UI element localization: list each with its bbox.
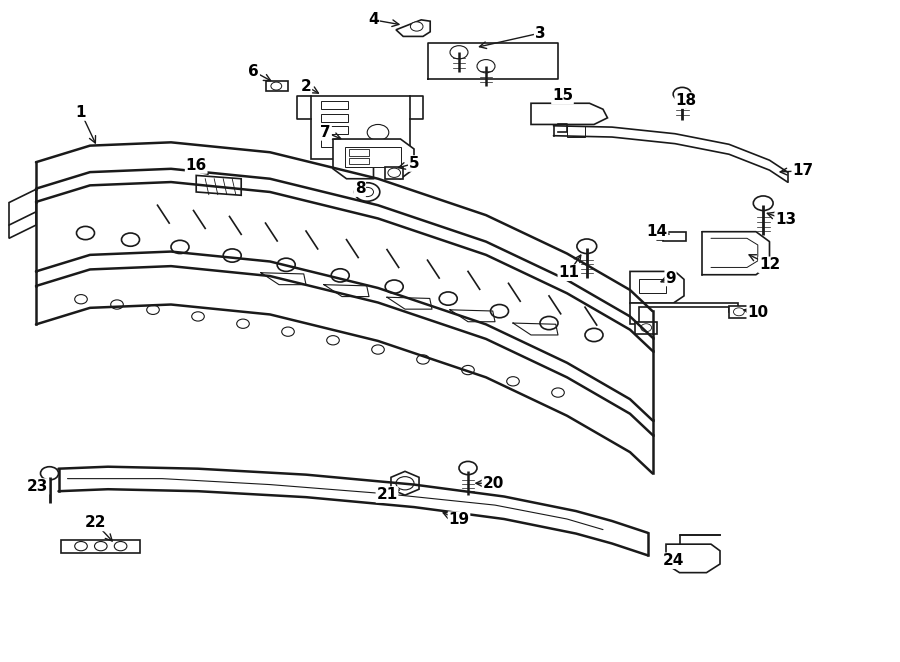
Text: 22: 22 <box>85 516 106 530</box>
Circle shape <box>491 305 508 318</box>
Circle shape <box>75 542 87 551</box>
Circle shape <box>734 308 744 316</box>
Circle shape <box>450 46 468 59</box>
Polygon shape <box>310 96 410 159</box>
Text: 24: 24 <box>662 553 684 568</box>
Circle shape <box>111 300 123 309</box>
Text: 12: 12 <box>759 258 780 272</box>
Circle shape <box>552 388 564 397</box>
Circle shape <box>76 226 94 240</box>
Polygon shape <box>666 544 720 573</box>
Text: 16: 16 <box>185 158 207 173</box>
Text: 23: 23 <box>27 479 49 494</box>
Circle shape <box>277 258 295 271</box>
Text: 20: 20 <box>482 476 504 491</box>
Circle shape <box>147 305 159 314</box>
Polygon shape <box>630 271 684 303</box>
Circle shape <box>459 461 477 475</box>
Text: 2: 2 <box>301 79 311 93</box>
Polygon shape <box>391 471 419 495</box>
Text: 18: 18 <box>675 93 697 108</box>
FancyBboxPatch shape <box>729 306 749 318</box>
Text: 19: 19 <box>448 512 470 527</box>
Text: 10: 10 <box>747 305 769 320</box>
Circle shape <box>171 240 189 254</box>
Circle shape <box>75 295 87 304</box>
Circle shape <box>439 292 457 305</box>
Circle shape <box>673 87 691 101</box>
Circle shape <box>271 82 282 90</box>
Polygon shape <box>333 139 414 179</box>
Polygon shape <box>663 232 686 241</box>
Circle shape <box>372 345 384 354</box>
Polygon shape <box>61 540 140 553</box>
Polygon shape <box>630 303 738 324</box>
Circle shape <box>410 22 423 31</box>
Text: 9: 9 <box>665 271 676 285</box>
Text: 3: 3 <box>535 26 545 40</box>
Text: 4: 4 <box>368 13 379 27</box>
Circle shape <box>388 168 400 177</box>
Text: 11: 11 <box>558 265 580 280</box>
Polygon shape <box>385 167 403 179</box>
Circle shape <box>540 316 558 330</box>
Text: 6: 6 <box>248 64 259 79</box>
Circle shape <box>641 324 652 332</box>
Polygon shape <box>567 126 585 137</box>
Text: 17: 17 <box>792 164 814 178</box>
Polygon shape <box>345 147 400 167</box>
Text: 8: 8 <box>355 181 365 196</box>
Circle shape <box>385 280 403 293</box>
FancyBboxPatch shape <box>321 101 348 109</box>
Circle shape <box>94 542 107 551</box>
FancyBboxPatch shape <box>349 158 369 164</box>
Circle shape <box>507 377 519 386</box>
Polygon shape <box>531 103 608 124</box>
Circle shape <box>417 355 429 364</box>
FancyBboxPatch shape <box>321 139 348 147</box>
Circle shape <box>192 312 204 321</box>
Polygon shape <box>9 189 36 238</box>
Circle shape <box>462 365 474 375</box>
Circle shape <box>122 233 140 246</box>
Circle shape <box>223 249 241 262</box>
Text: 14: 14 <box>646 224 668 239</box>
Circle shape <box>753 196 773 211</box>
FancyBboxPatch shape <box>639 279 666 293</box>
Circle shape <box>355 183 380 201</box>
Polygon shape <box>196 175 241 195</box>
Circle shape <box>477 60 495 73</box>
Text: 5: 5 <box>409 156 419 171</box>
Polygon shape <box>266 81 288 91</box>
Text: 1: 1 <box>76 105 86 120</box>
Polygon shape <box>396 20 430 36</box>
Circle shape <box>114 542 127 551</box>
Circle shape <box>327 336 339 345</box>
Text: 7: 7 <box>320 125 331 140</box>
FancyBboxPatch shape <box>349 149 369 156</box>
Circle shape <box>40 467 58 480</box>
Circle shape <box>237 319 249 328</box>
FancyBboxPatch shape <box>634 322 657 334</box>
Circle shape <box>396 477 414 490</box>
Circle shape <box>361 187 374 197</box>
Circle shape <box>577 239 597 254</box>
Circle shape <box>585 328 603 342</box>
Text: 13: 13 <box>775 213 796 227</box>
Circle shape <box>331 269 349 282</box>
Circle shape <box>367 124 389 140</box>
FancyBboxPatch shape <box>321 114 348 122</box>
Text: 21: 21 <box>376 487 398 502</box>
Circle shape <box>282 327 294 336</box>
Text: 15: 15 <box>552 89 573 103</box>
FancyBboxPatch shape <box>321 126 348 134</box>
